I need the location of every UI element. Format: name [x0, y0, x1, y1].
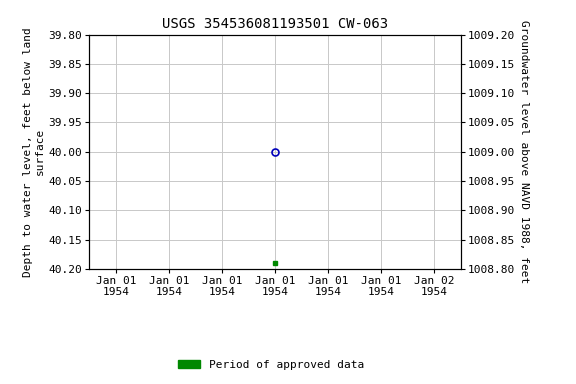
Y-axis label: Depth to water level, feet below land
surface: Depth to water level, feet below land su…	[23, 27, 44, 276]
Y-axis label: Groundwater level above NAVD 1988, feet: Groundwater level above NAVD 1988, feet	[519, 20, 529, 283]
Title: USGS 354536081193501 CW-063: USGS 354536081193501 CW-063	[162, 17, 388, 31]
Legend: Period of approved data: Period of approved data	[173, 356, 368, 375]
